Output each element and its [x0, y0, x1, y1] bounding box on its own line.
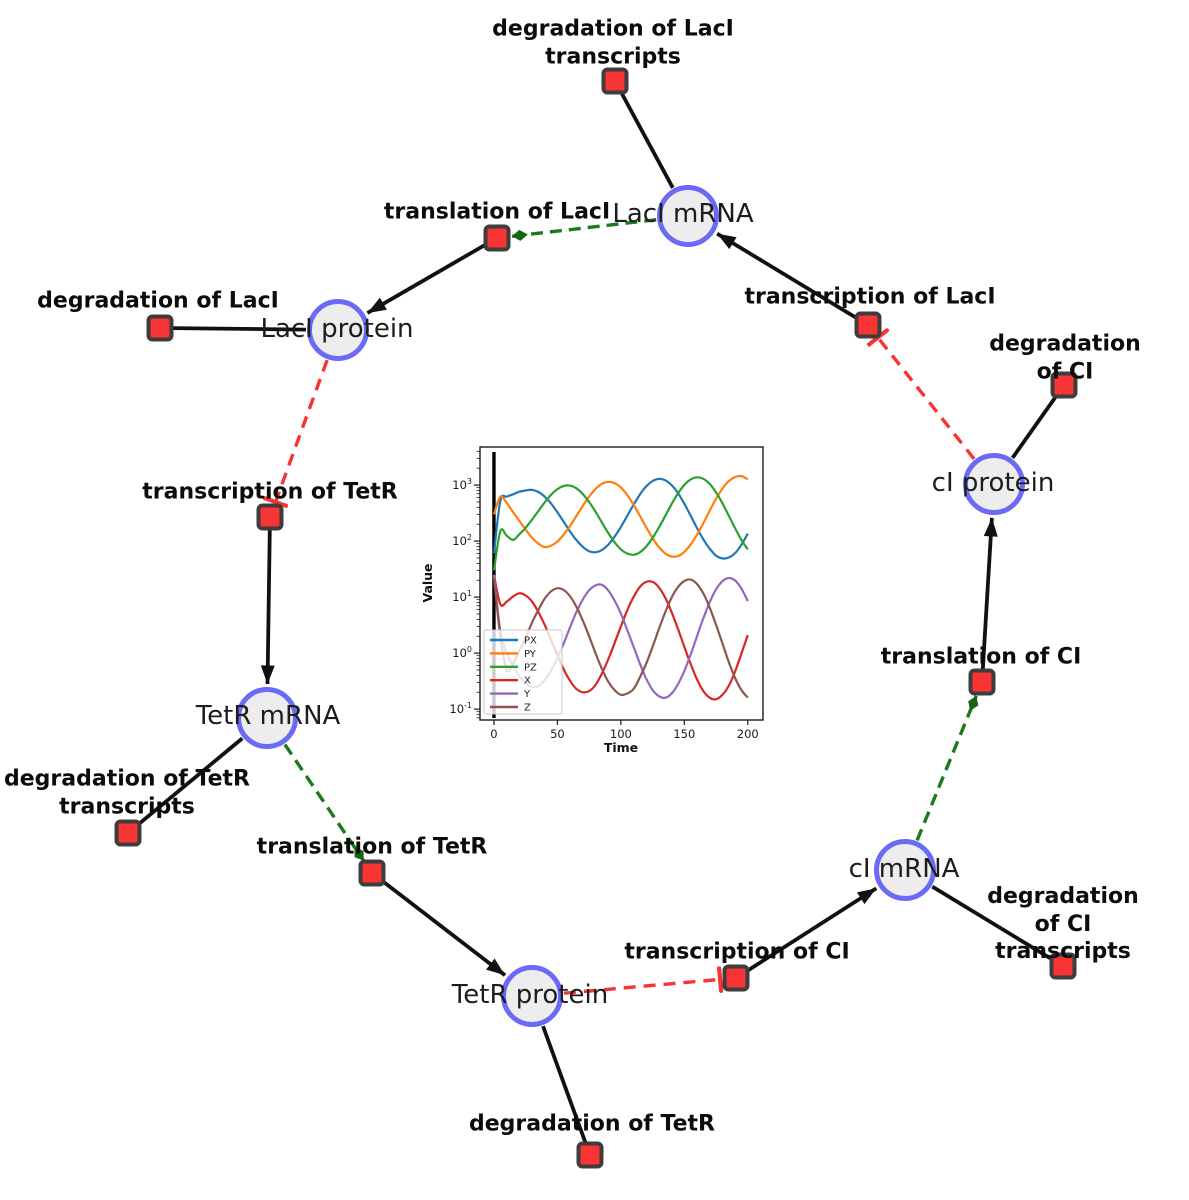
legend-label-PY: PY — [524, 649, 537, 660]
reaction-node-degradation-laci — [146, 314, 174, 342]
legend-label-Z: Z — [524, 703, 531, 714]
reaction-label-degradation-tetr: degradation of TetR — [468, 1111, 716, 1137]
svg-text:150: 150 — [673, 727, 695, 741]
reaction-label-degradation-tetr-transcripts: degradation of TetR transcripts — [3, 766, 251, 820]
reaction-label-transcription-laci: transcription of LacI — [744, 284, 996, 310]
reaction-node-degradation-ci — [1050, 371, 1078, 399]
timecourse-inset-chart: 0 50 100 150 200 10-1 100 101 102 103 PX PY PZ XYZ T… — [420, 446, 764, 755]
reaction-node-translation-ci — [968, 668, 996, 696]
series-PY — [492, 474, 749, 558]
reaction-node-degradation-tetr-transcripts — [114, 819, 142, 847]
edge-catalysis-ci-mrna-to-translation-ci — [915, 695, 979, 842]
species-node-tetr-mrna — [236, 687, 298, 749]
svg-text:103: 103 — [452, 477, 472, 492]
species-node-ci-protein — [963, 453, 1025, 515]
svg-text:102: 102 — [452, 533, 472, 548]
reaction-label-degradation-laci-transcripts: degradation of LacI transcripts — [492, 16, 734, 70]
edge-product-translation-ci-to-ci-protein — [980, 517, 998, 672]
legend-label-PZ: PZ — [524, 662, 537, 673]
species-label-laci-mrna: LacI mRNA — [612, 199, 754, 229]
species-label-ci-protein: cI protein — [931, 468, 1055, 498]
reaction-label-transcription-tetr: transcription of TetR — [142, 479, 398, 505]
species-label-tetr-mrna: TetR mRNA — [195, 701, 341, 731]
species-node-tetr-protein — [501, 965, 563, 1027]
edge-catalysis-laci-mrna-to-translation-laci — [511, 218, 657, 241]
reaction-label-translation-ci: translation of CI — [880, 644, 1082, 670]
edge-product-translation-laci-to-laci-protein — [366, 241, 489, 315]
edge-catalysis-tetr-mrna-to-translation-tetr — [283, 743, 366, 862]
edge-product-transcription-ci-to-ci-mrna — [744, 886, 878, 974]
svg-text:200: 200 — [737, 727, 759, 741]
reaction-node-transcription-tetr — [256, 503, 284, 531]
species-label-laci-protein: LacI protein — [260, 314, 414, 344]
reaction-node-transcription-ci — [722, 964, 750, 992]
series-PX — [492, 477, 749, 560]
svg-text:10-1: 10-1 — [449, 701, 472, 716]
species-node-laci-mrna — [657, 185, 719, 247]
edge-inhibition-ci-protein-to-transcription-laci — [878, 338, 976, 460]
edge-reactant-laci-protein-to-degradation — [172, 326, 307, 332]
edge-reactant-tetr-protein-to-degradation — [541, 1025, 588, 1144]
edge-product-transcription-laci-to-laci-mrna — [716, 231, 860, 321]
reaction-label-translation-tetr: translation of TetR — [256, 834, 488, 860]
edge-inhibition-tetr-protein-to-transcription-ci — [563, 979, 720, 995]
svg-text:0: 0 — [490, 727, 497, 741]
reaction-label-degradation-laci: degradation of LacI — [37, 288, 279, 314]
series-PZ — [492, 476, 749, 571]
legend-label-PX: PX — [524, 636, 537, 647]
series-Z — [492, 577, 749, 699]
species-label-ci-mrna: cI mRNA — [848, 854, 960, 884]
species-node-ci-mrna — [874, 839, 936, 901]
edge-product-translation-tetr-to-tetr-protein — [379, 878, 507, 977]
x-axis-title: Time — [604, 740, 638, 755]
svg-text:50: 50 — [550, 727, 565, 741]
reaction-node-translation-tetr — [358, 859, 386, 887]
legend-label-X: X — [524, 676, 531, 687]
species-label-tetr-protein: TetR protein — [451, 980, 609, 1010]
edge-product-transcription-tetr-to-tetr-mrna — [260, 528, 275, 685]
reaction-label-transcription-ci: transcription of CI — [624, 939, 850, 965]
species-node-laci-protein — [307, 299, 369, 361]
svg-text:100: 100 — [610, 727, 632, 741]
reaction-node-degradation-ci-transcripts — [1049, 952, 1077, 980]
reaction-node-translation-laci — [483, 224, 511, 252]
svg-text:101: 101 — [452, 589, 472, 604]
reaction-label-degradation-ci-transcripts: degradation of CI transcripts — [987, 883, 1139, 964]
reaction-label-translation-laci: translation of LacI — [383, 199, 611, 225]
reaction-label-degradation-ci: degradation of CI — [989, 331, 1141, 385]
edge-reactant-ci-protein-to-degradation — [1010, 394, 1059, 459]
edge-reactant-laci-mrna-to-degradation-transcripts — [619, 91, 675, 189]
edge-reactant-tetr-mrna-to-degradation-transcripts — [136, 736, 244, 827]
legend-label-Y: Y — [523, 689, 531, 700]
reaction-node-transcription-laci — [854, 311, 882, 339]
edge-inhibition-laci-protein-to-transcription-tetr — [276, 359, 329, 502]
edge-reactant-ci-mrna-to-degradation-transcripts — [931, 884, 1053, 961]
svg-text:100: 100 — [452, 645, 472, 660]
y-axis-title: Value — [420, 563, 435, 602]
reaction-node-degradation-tetr — [576, 1141, 604, 1169]
reaction-node-degradation-laci-transcripts — [601, 67, 629, 95]
series-X — [492, 574, 749, 701]
legend-box — [483, 629, 563, 715]
